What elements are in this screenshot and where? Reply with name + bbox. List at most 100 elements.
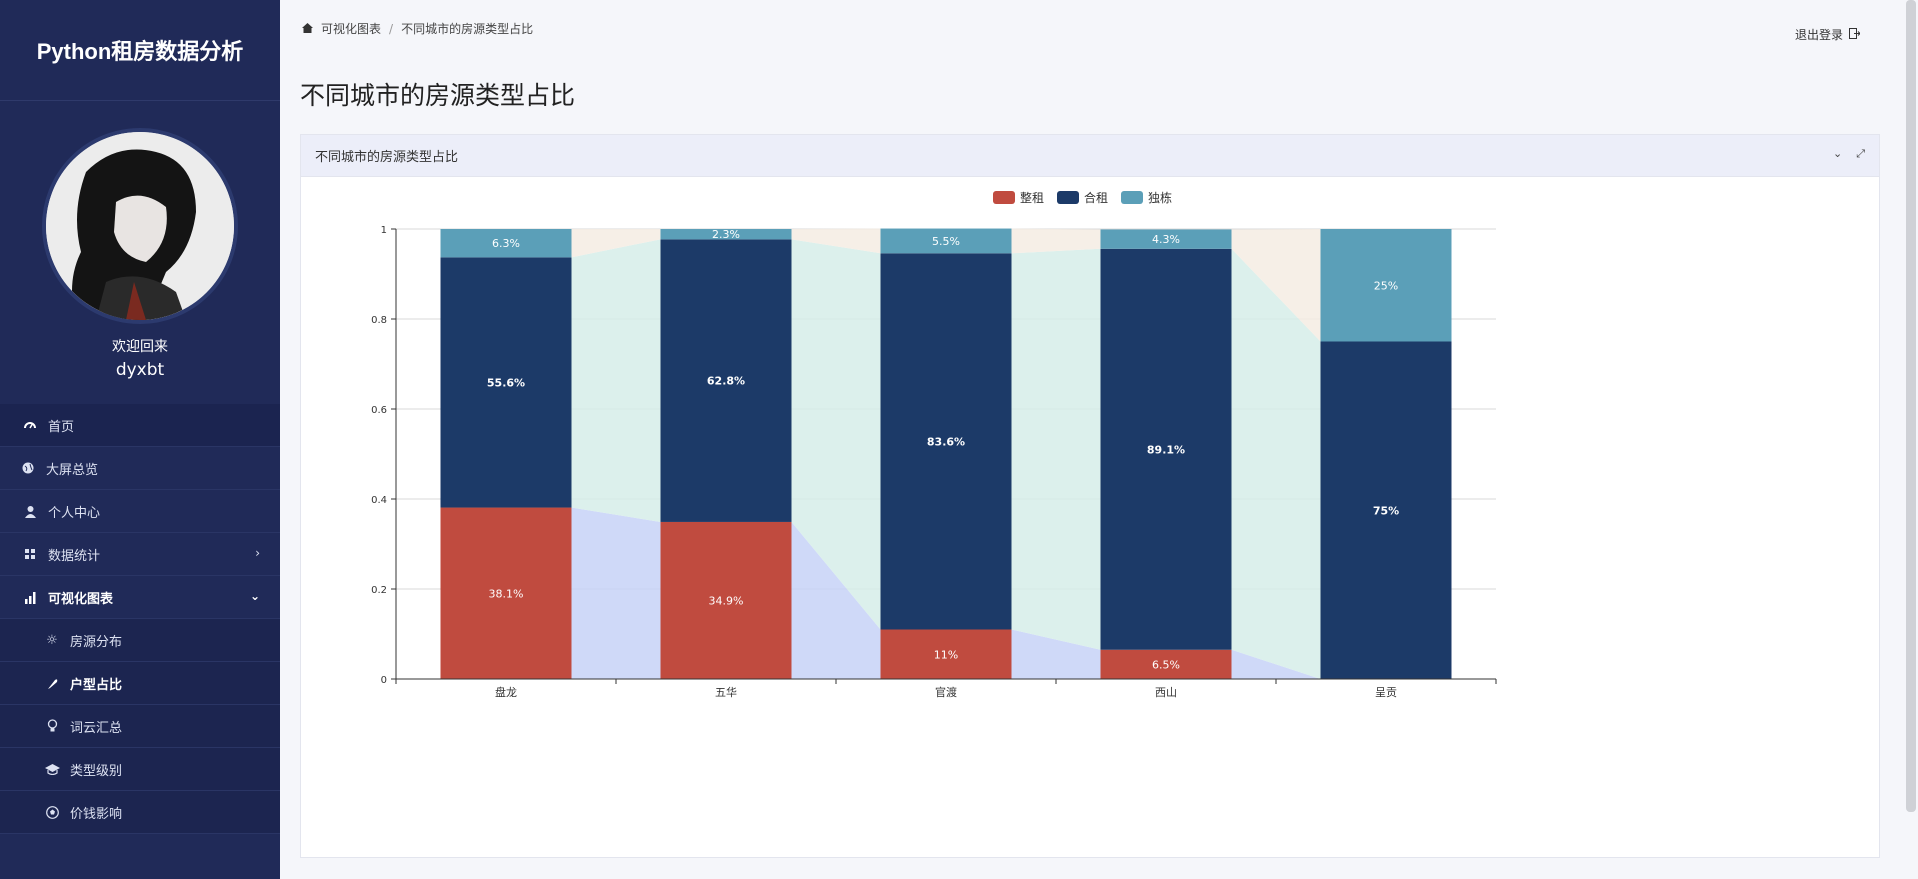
data-label: 6.3% — [492, 237, 520, 250]
legend-label: 整租 — [1020, 190, 1044, 205]
connector-band — [791, 239, 881, 630]
data-label: 89.1% — [1147, 443, 1185, 456]
sidebar-item-label: 房源分布 — [70, 634, 123, 650]
y-tick-label: 0.2 — [371, 585, 387, 596]
collapse-icon[interactable]: ⌄ — [1832, 147, 1843, 160]
page-title: 不同城市的房源类型占比 — [300, 82, 576, 110]
fullscreen-icon[interactable]: ⤢ — [1856, 147, 1865, 160]
avatar[interactable] — [42, 128, 238, 324]
scrollbar[interactable] — [1906, 0, 1916, 812]
globe-icon — [20, 460, 36, 476]
sidebar-item-label: 户型占比 — [70, 677, 123, 693]
grid-icon — [22, 546, 38, 562]
sidebar-subitem-distribution[interactable]: ☼ 房源分布 — [0, 619, 280, 662]
sidebar-item-label: 词云汇总 — [70, 720, 123, 736]
legend-swatch — [1121, 191, 1143, 204]
bar-segment — [1320, 229, 1452, 342]
lightbulb-icon — [44, 718, 60, 734]
app-brand: Python租房数据分析 — [0, 0, 280, 101]
username: dyxbt — [115, 360, 165, 380]
data-label: 62.8% — [707, 375, 745, 388]
graduation-icon — [44, 761, 60, 777]
legend-label: 合租 — [1084, 190, 1108, 205]
legend-swatch — [993, 191, 1015, 204]
bar-segment — [660, 229, 792, 240]
sidebar-menu: 首页 大屏总览 个人中心 数据统计 › 可视化图表 ⌄ ☼ 房源分布 户型占比 — [0, 404, 280, 834]
x-tick-label: 呈贡 — [1375, 686, 1397, 699]
data-label: 11% — [934, 648, 958, 661]
data-label: 6.5% — [1152, 658, 1180, 671]
data-label: 2.3% — [712, 228, 740, 241]
x-tick-label: 盘龙 — [495, 685, 517, 699]
y-tick-label: 0 — [381, 675, 387, 686]
x-tick-label: 五华 — [715, 685, 737, 699]
bar-segment — [660, 239, 792, 522]
sun-icon: ☼ — [46, 632, 58, 648]
panel-header: 不同城市的房源类型占比 ⌄ ⤢ — [301, 135, 1879, 177]
sidebar-item-charts[interactable]: 可视化图表 ⌄ — [0, 576, 280, 619]
sidebar-item-label: 可视化图表 — [48, 591, 114, 607]
data-label: 38.1% — [489, 587, 524, 600]
connector-band — [1011, 629, 1101, 679]
connector-band — [571, 239, 661, 522]
sidebar-subitem-price-impact[interactable]: 价钱影响 — [0, 791, 280, 834]
main-content: 可视化图表 / 不同城市的房源类型占比 退出登录 不同城市的房源类型占比 不同城… — [280, 0, 1918, 879]
sidebar-item-label: 数据统计 — [48, 548, 101, 564]
bar-segment — [1100, 248, 1232, 650]
legend-swatch — [1057, 191, 1079, 204]
breadcrumb: 可视化图表 / 不同城市的房源类型占比 — [302, 20, 533, 37]
data-label: 5.5% — [932, 235, 960, 248]
bar-chart-icon — [22, 589, 38, 605]
panel-title: 不同城市的房源类型占比 — [315, 150, 459, 165]
bar-segment — [440, 257, 572, 508]
connector-band — [1011, 248, 1101, 650]
breadcrumb-home[interactable]: 可视化图表 — [321, 22, 382, 36]
connector-band — [1231, 248, 1321, 680]
sidebar-subitem-layout-ratio[interactable]: 户型占比 — [0, 662, 280, 705]
sidebar-item-profile[interactable]: 个人中心 — [0, 490, 280, 533]
y-tick-label: 1 — [381, 225, 387, 236]
connector-band — [791, 228, 881, 254]
soccer-icon — [44, 804, 60, 820]
bar-segment — [440, 229, 572, 258]
y-tick-label: 0.6 — [371, 405, 387, 416]
chart-panel: 不同城市的房源类型占比 ⌄ ⤢ 0 0.2 0.4 0.6 0.8 1 38.1% 55.6%… — [300, 134, 1880, 858]
connector-band — [791, 521, 881, 679]
user-icon — [22, 503, 38, 519]
data-label: 83.6% — [927, 435, 965, 448]
data-label: 4.3% — [1152, 233, 1180, 246]
data-label: 75% — [1373, 504, 1399, 517]
data-label: 55.6% — [487, 376, 525, 389]
data-label: 0% — [1380, 676, 1391, 684]
bar-segment — [1320, 341, 1452, 679]
feather-icon — [44, 675, 60, 691]
sidebar-item-statistics[interactable]: 数据统计 › — [0, 533, 280, 576]
data-label: 25% — [1374, 279, 1398, 292]
bar-segment — [880, 629, 1012, 679]
breadcrumb-current: 不同城市的房源类型占比 — [401, 22, 534, 36]
sidebar-item-label: 价钱影响 — [70, 806, 123, 822]
sidebar-item-label: 大屏总览 — [46, 462, 99, 478]
dashboard-icon — [22, 417, 38, 433]
bar-segment — [660, 521, 792, 679]
sidebar-item-label: 个人中心 — [48, 505, 101, 521]
sidebar-item-bigscreen[interactable]: 大屏总览 — [0, 447, 280, 490]
data-label: 34.9% — [709, 594, 744, 607]
legend-label: 独栋 — [1148, 190, 1172, 205]
connector-band — [571, 229, 661, 258]
logout-button[interactable]: 退出登录 — [1795, 26, 1861, 43]
y-tick-label: 0.8 — [371, 315, 387, 326]
connector-band — [571, 507, 661, 679]
home-icon[interactable] — [302, 22, 313, 36]
bar-segment — [1100, 649, 1232, 679]
bar-segment — [880, 228, 1012, 254]
welcome-text: 欢迎回来 — [112, 339, 168, 355]
x-tick-label: 西山 — [1155, 686, 1177, 699]
logout-icon — [1849, 27, 1861, 42]
sidebar-item-home[interactable]: 首页 — [0, 404, 280, 447]
connector-band — [1011, 228, 1101, 254]
sidebar-subitem-wordcloud[interactable]: 词云汇总 — [0, 705, 280, 748]
chevron-down-icon: ⌄ — [249, 589, 260, 603]
bar-segment — [440, 507, 572, 679]
sidebar-subitem-type-level[interactable]: 类型级别 — [0, 748, 280, 791]
